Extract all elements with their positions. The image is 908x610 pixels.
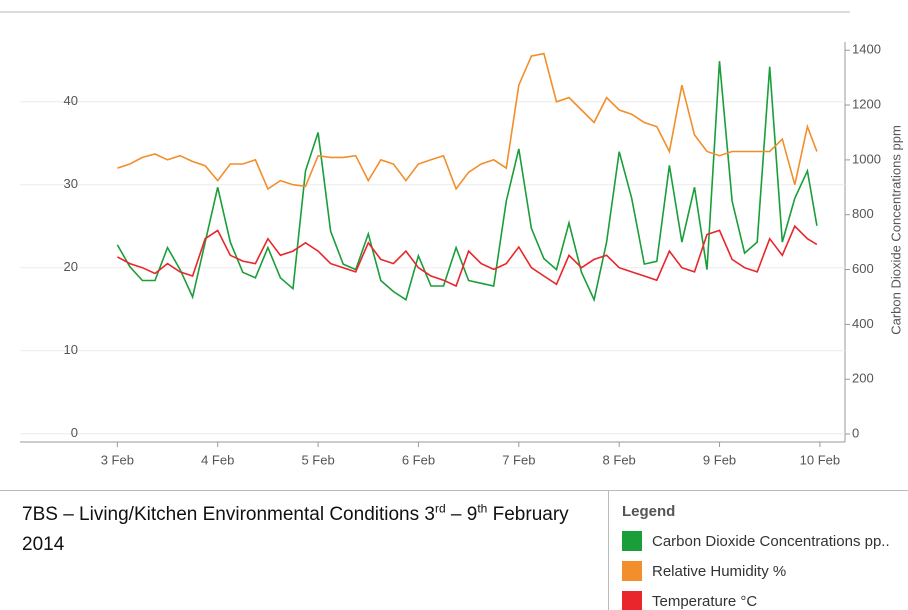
y-tick-label: 30 [64,176,78,191]
y2-tick-label: 1200 [852,96,881,111]
legend-label: Relative Humidity % [652,562,787,580]
title-part: – 9 [445,504,478,525]
y2-tick-label: 1000 [852,151,881,166]
x-tick-label: 5 Feb [301,452,334,467]
series-line [116,61,818,303]
y-tick-label: 20 [64,259,78,274]
series-line [117,52,818,191]
legend-item: Carbon Dioxide Concentrations pp.. [622,526,890,556]
x-tick-label: 7 Feb [502,452,535,467]
x-tick-label: 3 Feb [101,452,134,467]
title-part: 7BS – Living/Kitchen Environmental Condi… [22,504,435,525]
x-tick-label: 8 Feb [603,452,636,467]
title-part: February 2014 [22,504,569,555]
x-tick-label: 9 Feb [703,452,736,467]
legend-swatch [622,561,642,581]
series-line [117,224,818,288]
legend-item: Temperature °C [622,586,890,610]
legend-label: Temperature °C [652,592,758,610]
x-tick-label: 10 Feb [800,452,840,467]
legend-title: Legend [622,503,676,520]
chart-title: 7BS – Living/Kitchen Environmental Condi… [22,500,597,560]
legend-swatch [622,531,642,551]
y2-tick-label: 400 [852,316,874,331]
y2-tick-label: 1400 [852,42,881,57]
title-part: th [477,501,488,516]
y2-tick-label: 0 [852,425,859,440]
legend-label: Carbon Dioxide Concentrations pp.. [652,532,890,550]
divider [0,490,908,491]
chart: Carbon Dioxide Concentrations ppm 0 10 20 3… [0,11,903,467]
legend-swatch [622,591,642,610]
x-tick-label: 6 Feb [402,452,435,467]
y2-tick-label: 600 [852,261,874,276]
y-tick-label: 40 [64,93,78,108]
y-tick-label: 10 [64,342,78,357]
y2-tick-label: 200 [852,371,874,386]
legend: Legend Carbon Dioxide Concentrations pp..… [622,503,890,610]
legend-item: Relative Humidity % [622,556,890,586]
title-part: rd [434,501,446,516]
y2-axis-label: Carbon Dioxide Concentrations ppm [888,125,903,335]
y-tick-label: 0 [71,425,78,440]
x-tick-label: 4 Feb [201,452,234,467]
y2-tick-label: 800 [852,206,874,221]
divider [608,490,609,610]
